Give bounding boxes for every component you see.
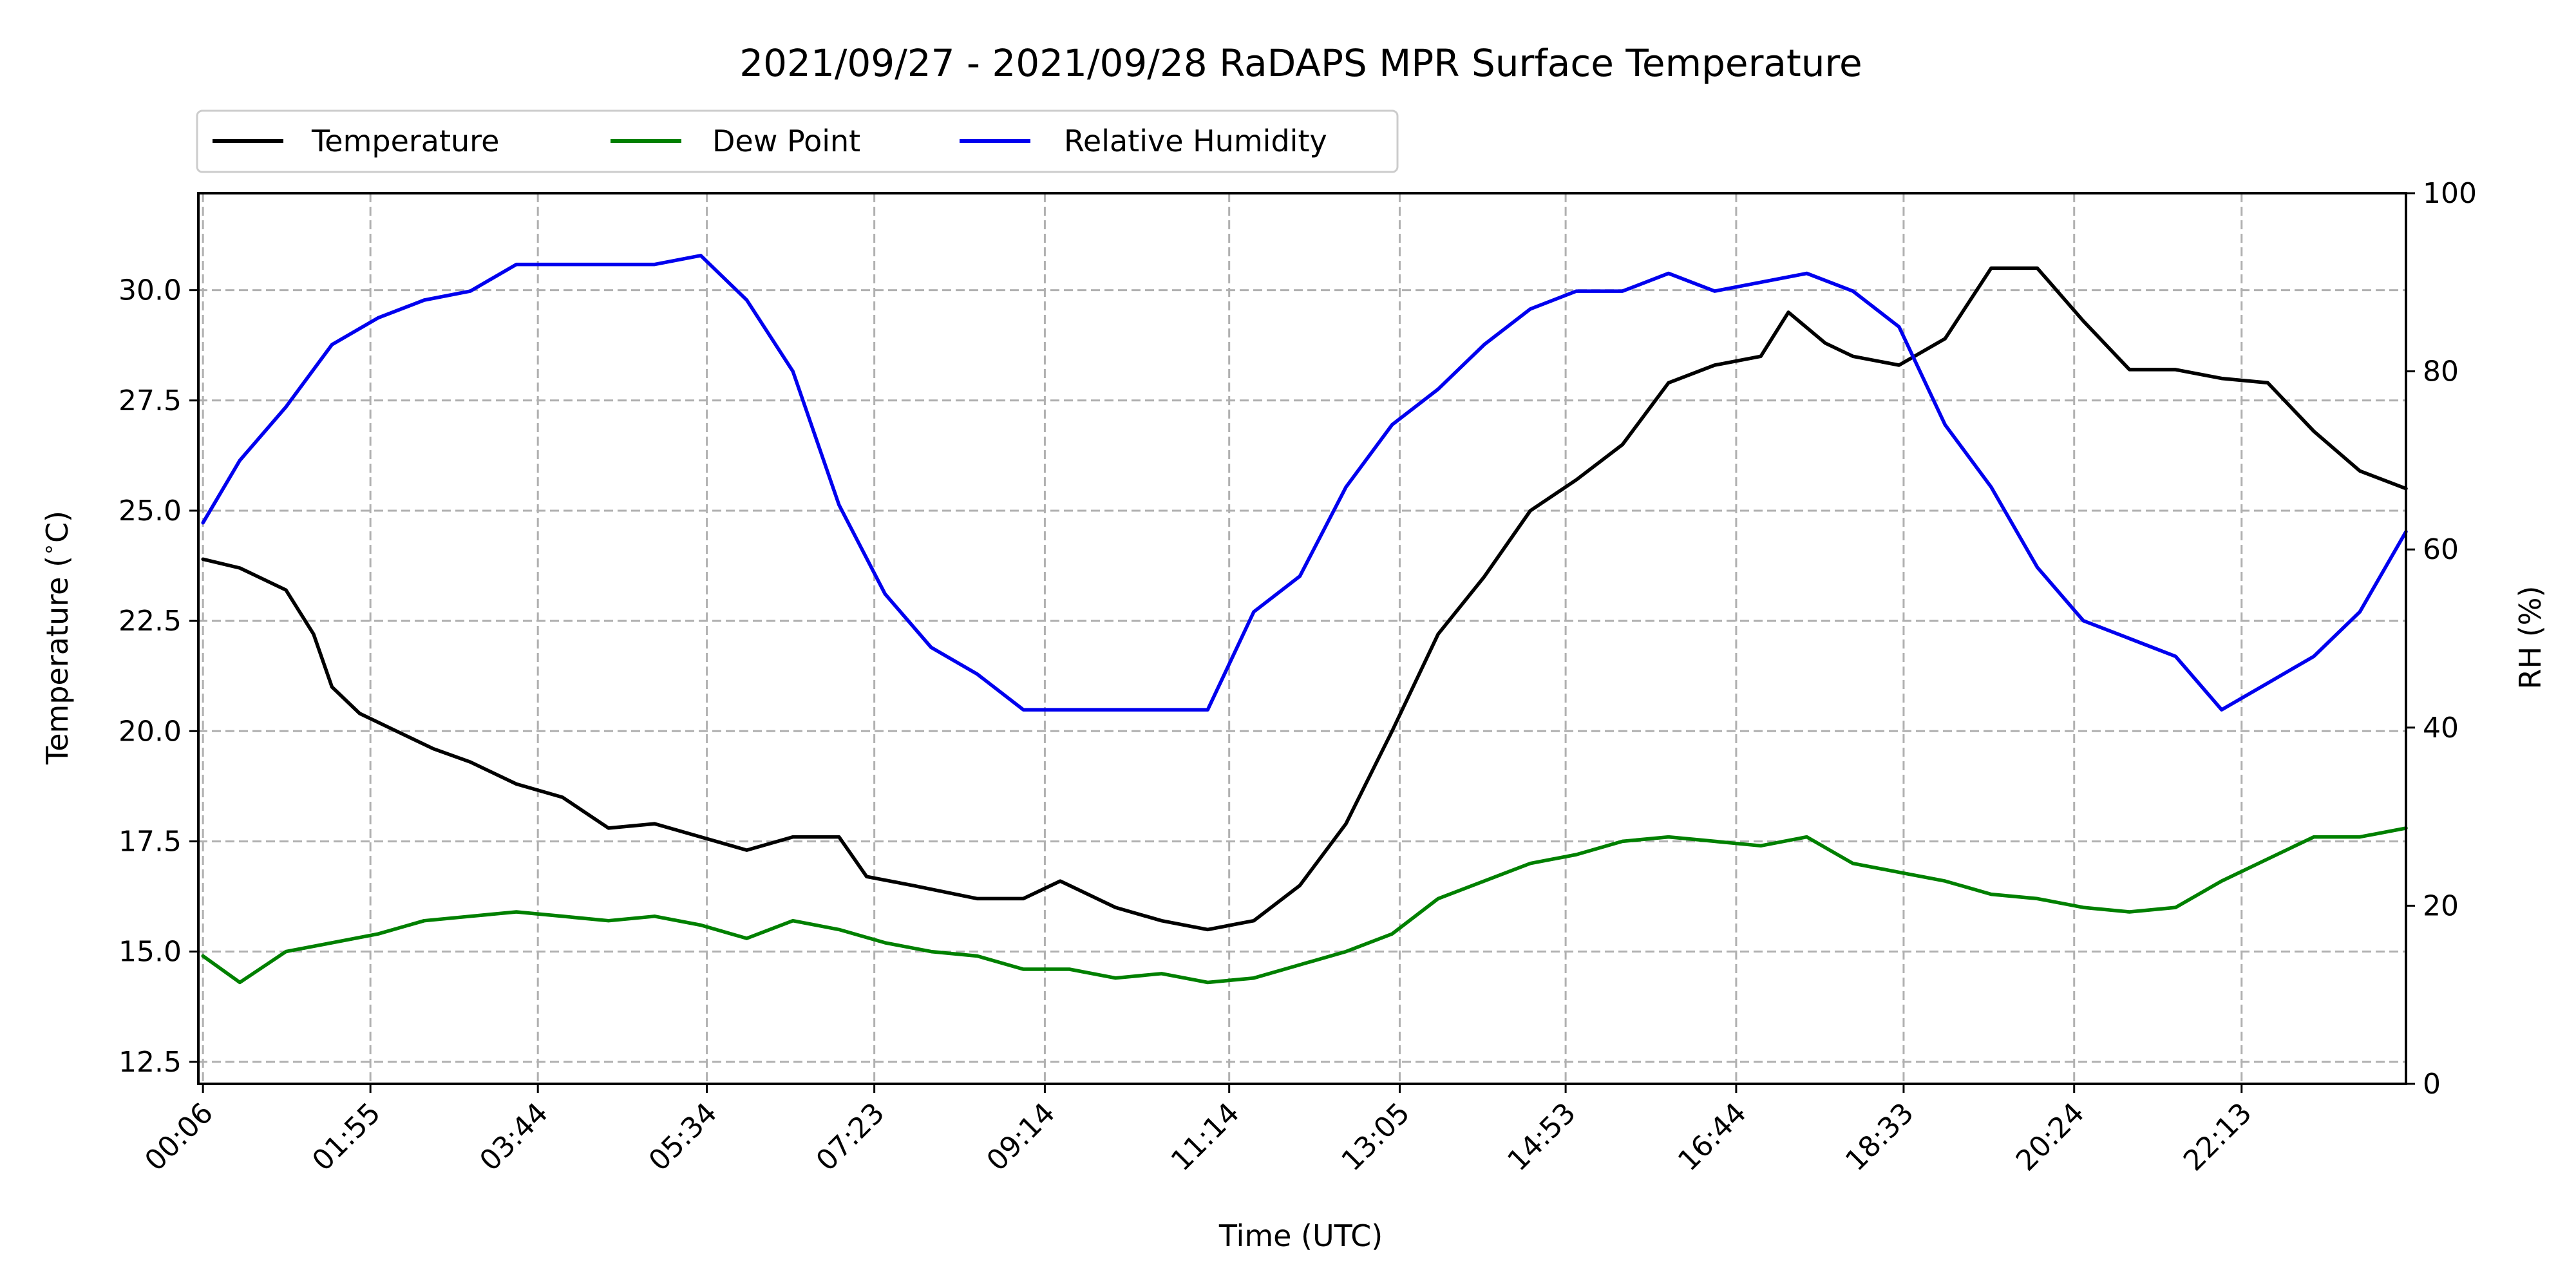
- series-line-relative-humidity: [201, 254, 2408, 712]
- x-tick-label: 16:44: [1672, 1097, 1753, 1178]
- left-tick-label: 15.0: [118, 936, 182, 969]
- x-axis-label: Time (UTC): [1218, 1218, 1383, 1253]
- x-tick-label: 14:53: [1501, 1097, 1582, 1178]
- x-tick-label: 05:34: [643, 1097, 724, 1178]
- right-tick-label: 0: [2423, 1068, 2441, 1101]
- left-tick-label: 30.0: [118, 274, 182, 307]
- series-line-dew-point: [201, 826, 2408, 985]
- left-tick-label: 20.0: [118, 715, 182, 748]
- legend-label-relative-humidity: Relative Humidity: [1064, 124, 1327, 158]
- x-tick-label: 13:05: [1336, 1097, 1417, 1178]
- left-tick-label: 25.0: [118, 495, 182, 527]
- x-axis: 00:06 01:55 03:44 05:34 07:23 09:14 11:14 13:05…: [138, 1084, 2259, 1178]
- x-tick-label: 18:33: [1839, 1097, 1920, 1178]
- x-tick-label: 07:23: [810, 1097, 891, 1178]
- series-lines: [201, 254, 2408, 985]
- right-axis: 0 20 40 60 80 100: [2406, 177, 2477, 1101]
- right-tick-label: 60: [2423, 533, 2459, 566]
- left-tick-label: 12.5: [118, 1046, 182, 1079]
- x-tick-label: 01:55: [306, 1097, 387, 1178]
- right-tick-label: 20: [2423, 889, 2459, 922]
- chart-title: 2021/09/27 - 2021/09/28 RaDAPS MPR Surfa…: [739, 41, 1862, 85]
- left-axis: 12.5 15.0 17.5 20.0 22.5 25.0 27.5 30.0: [118, 274, 198, 1079]
- x-tick-label: 20:24: [2010, 1097, 2091, 1178]
- x-tick-label: 22:13: [2177, 1097, 2259, 1178]
- legend-box: [196, 109, 1399, 173]
- grid: [198, 193, 2406, 1084]
- x-tick-label: 03:44: [473, 1097, 554, 1178]
- x-tick-label: 00:06: [138, 1097, 220, 1178]
- legend-label-temperature: Temperature: [311, 124, 499, 158]
- x-tick-label: 09:14: [980, 1097, 1061, 1178]
- x-tick-label: 11:14: [1165, 1097, 1246, 1178]
- left-tick-label: 27.5: [118, 384, 182, 417]
- left-tick-label: 17.5: [118, 825, 182, 858]
- left-tick-label: 22.5: [118, 605, 182, 638]
- series-line-temperature: [201, 266, 2408, 932]
- right-tick-label: 100: [2423, 177, 2477, 210]
- y-axis-right-label: RH (%): [2513, 586, 2548, 690]
- legend: Temperature Dew Point Relative Humidity: [196, 109, 1399, 173]
- y-axis-label: Temperature (∘C): [36, 511, 75, 765]
- right-tick-label: 80: [2423, 355, 2459, 388]
- plot-frame: [197, 192, 2407, 1085]
- right-tick-label: 40: [2423, 712, 2459, 744]
- legend-label-dew-point: Dew Point: [712, 124, 860, 158]
